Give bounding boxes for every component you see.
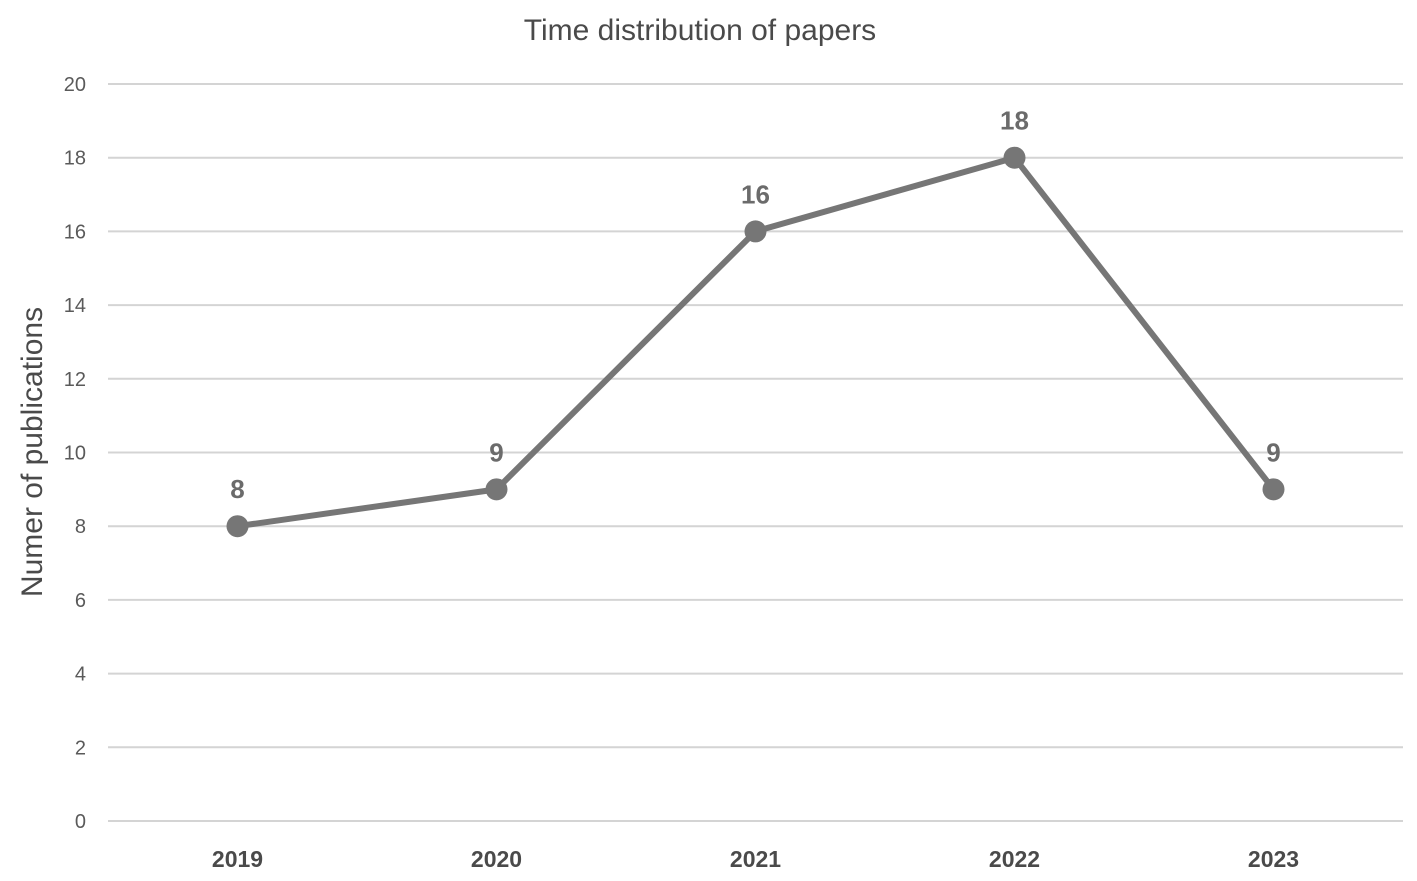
x-tick-label: 2021 [730,846,781,872]
data-point [226,515,249,538]
x-tick-label: 2023 [1248,846,1299,872]
x-tick-label: 2022 [989,846,1040,872]
data-label: 9 [489,437,503,467]
data-point [1003,146,1026,169]
data-label: 18 [1000,106,1029,136]
data-label: 8 [230,474,244,504]
y-axis-ticks: 0 2 4 6 8 10 12 14 16 18 20 [64,74,86,833]
data-label: 9 [1266,437,1280,467]
y-tick-label: 2 [75,737,86,759]
y-tick-label: 0 [75,811,86,833]
y-tick-label: 4 [75,664,86,686]
series-line-group [234,154,1277,530]
x-tick-label: 2020 [471,846,522,872]
y-tick-label: 6 [75,590,86,612]
y-tick-label: 10 [64,443,86,465]
data-label: 16 [741,179,770,209]
y-tick-label: 16 [64,221,86,243]
x-axis-ticks: 2019 2020 2021 2022 2023 [212,846,1299,872]
x-tick-label: 2019 [212,846,263,872]
series-line [234,154,1277,530]
y-tick-label: 20 [64,74,86,96]
data-points [226,146,1285,538]
data-point [1262,478,1285,501]
y-tick-label: 8 [75,516,86,538]
y-tick-label: 14 [64,295,86,317]
y-axis-label: Numer of publications [16,307,49,597]
chart-title: Time distribution of papers [524,14,876,47]
y-tick-label: 18 [64,148,86,170]
data-point [485,478,508,501]
data-point [744,220,767,243]
y-tick-label: 12 [64,369,86,391]
data-labels: 8 9 16 18 9 [230,106,1280,505]
